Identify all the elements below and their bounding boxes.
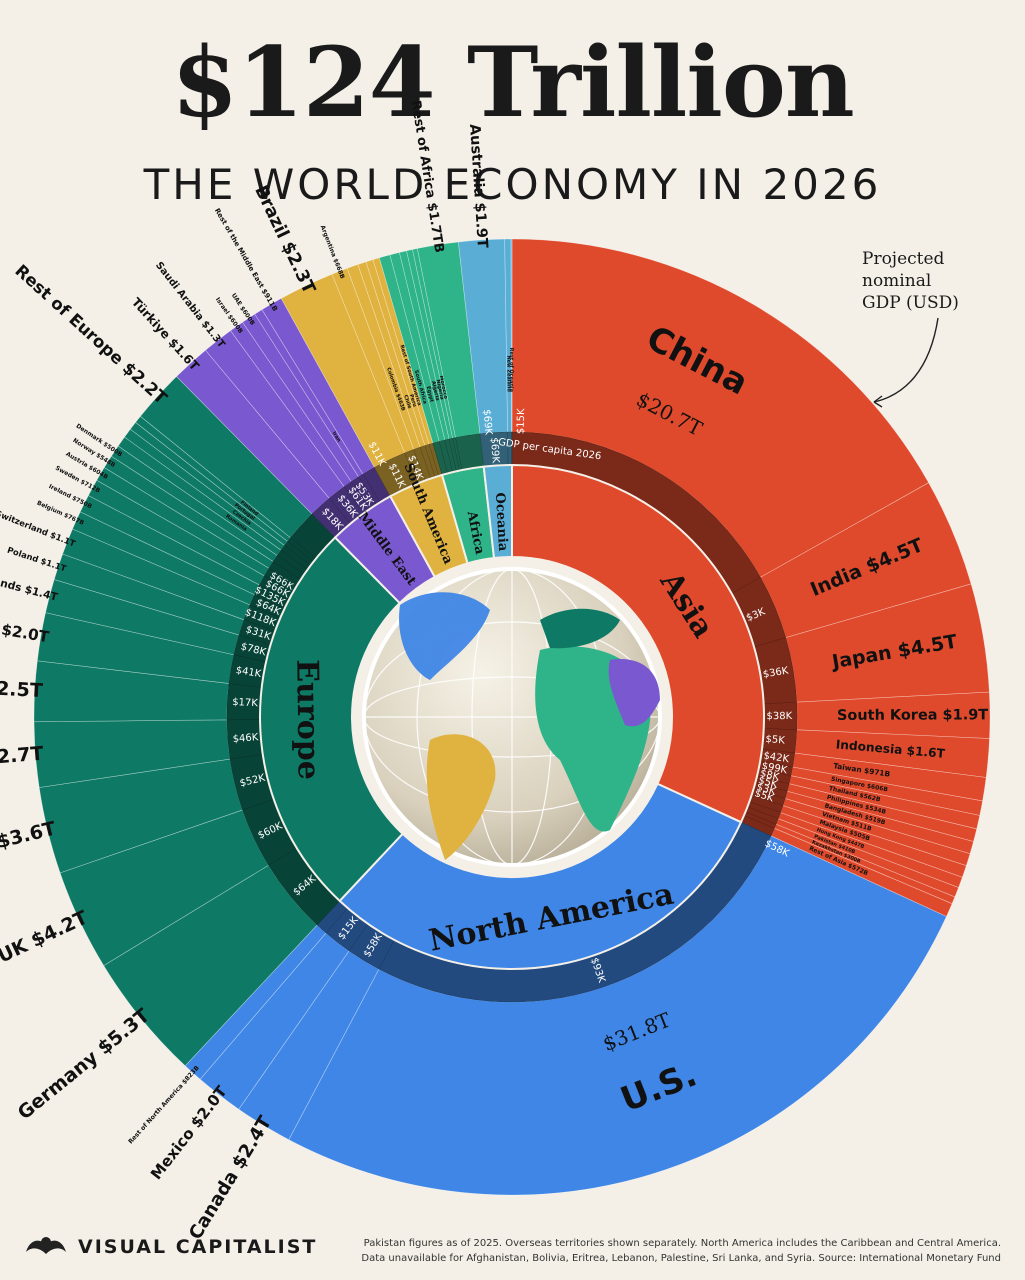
- footer-note-line: Data unavailable for Afghanistan, Bolivi…: [361, 1253, 1001, 1264]
- region-label-oceania: Oceania: [492, 492, 510, 552]
- page-title: $124 Trillion: [171, 26, 854, 139]
- country-label-peru: Peru: [408, 394, 418, 409]
- per-capita-label-spain: $41K: [235, 665, 263, 680]
- brand-name: VISUAL CAPITALIST: [78, 1236, 318, 1258]
- per-capita-label-taiwan: $42K: [763, 751, 790, 766]
- country-label-south-korea: South Korea $1.9T: [837, 707, 988, 724]
- per-capita-label-south-korea: $38K: [766, 711, 792, 722]
- per-capita-label-italy: $46K: [232, 732, 259, 745]
- country-label-poland: Poland $1.1T: [6, 545, 68, 574]
- region-label-europe: Europe: [289, 659, 326, 780]
- region-per-capita-oceania: $69K: [481, 409, 494, 436]
- country-label-chile: Chile: [402, 394, 412, 410]
- annotation-arrow: [873, 317, 939, 403]
- country-label-algeria: Algeria: [430, 380, 440, 401]
- country-label-netherlands: Netherlands $1.4T: [0, 563, 60, 604]
- per-capita-label-japan: $36K: [762, 665, 790, 680]
- annotation-line: GDP (USD): [862, 293, 959, 313]
- country-label-new-zealand: New Zealand: [505, 355, 511, 392]
- country-label-france: France $3.6T: [0, 818, 58, 872]
- country-label-australia: Australia $1.9T: [466, 123, 490, 248]
- region-segment-oceania: [482, 463, 513, 560]
- region-segment-north-america: [338, 782, 743, 970]
- gdp-annotation: Projected nominal GDP (USD): [862, 248, 1012, 314]
- region-per-capita-asia: $15K: [515, 408, 527, 434]
- country-label-argentina: Argentina $668B: [319, 224, 346, 280]
- region-segment-europe: [259, 536, 405, 903]
- country-label-morocco: Morocco: [438, 375, 449, 400]
- annotation-line: Projected: [862, 249, 945, 269]
- country-label-mexico: Mexico $2.0T: [147, 1082, 231, 1183]
- per-capita-label-russia: $17K: [232, 697, 259, 709]
- footer-note: Pakistan figures as of 2025. Overseas te…: [341, 1236, 1001, 1266]
- country-label-rest-of-europe: Rest of Europe $2.2T: [11, 260, 171, 408]
- country-label-germany: Germany $5.3T: [14, 1004, 154, 1124]
- globe-icon: [356, 561, 668, 873]
- country-label-rest-of-oceania: Rest of Oceania: [508, 348, 514, 392]
- segment-rest-of-oceania: [510, 238, 513, 433]
- country-label-iran: Iran: [331, 431, 342, 444]
- country-label-egypt: Egypt: [425, 386, 435, 404]
- brand-logo: VISUAL CAPITALIST: [24, 1232, 317, 1262]
- annotation-line: nominal: [862, 271, 932, 291]
- footer-note-line: Pakistan figures as of 2025. Overseas te…: [363, 1238, 1001, 1249]
- mustache-logo-icon: [26, 1237, 66, 1254]
- country-label-spain: Spain $2.0T: [0, 612, 51, 647]
- annotation-arrowhead: [873, 395, 883, 408]
- country-label-uk: UK $4.2T: [0, 907, 91, 968]
- country-label-nigeria: Nigeria: [435, 379, 445, 400]
- country-label-rest-of-africa: Rest of Africa $1.7TB: [408, 99, 447, 254]
- per-capita-label-indonesia: $5K: [765, 734, 786, 747]
- page-subtitle: THE WORLD ECONOMY IN 2026: [143, 160, 882, 209]
- per-capita-label-australia: $69K: [488, 437, 501, 464]
- region-segment-asia: [511, 463, 765, 824]
